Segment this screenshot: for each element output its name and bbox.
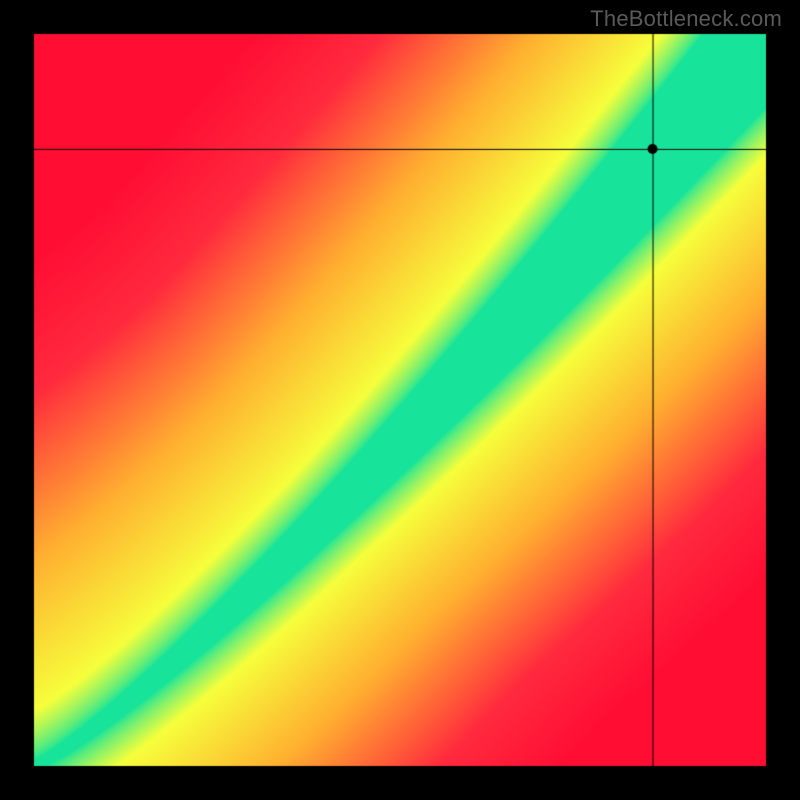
bottleneck-heatmap [0, 0, 800, 800]
watermark-text: TheBottleneck.com [590, 6, 782, 32]
chart-container: TheBottleneck.com [0, 0, 800, 800]
